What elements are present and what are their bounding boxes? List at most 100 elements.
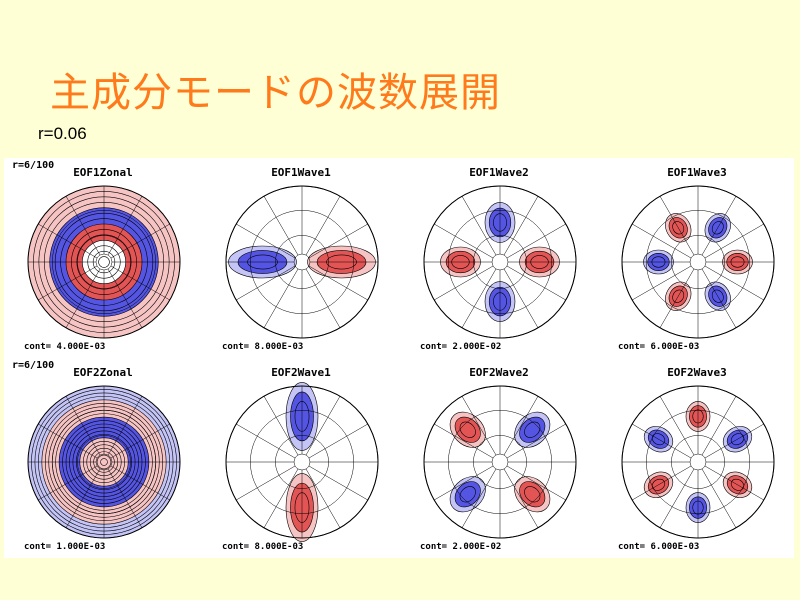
contour-interval: cont= 2.000E-02: [420, 542, 502, 552]
grid-spoke: [38, 223, 98, 259]
grid-spoke: [659, 268, 695, 328]
polar-plot: [225, 382, 379, 542]
contour-interval: cont= 4.000E-03: [24, 342, 106, 352]
grid-spoke: [506, 465, 566, 501]
plot-content: [27, 385, 181, 539]
grid-circle: [275, 235, 329, 289]
plot-content: [27, 185, 181, 339]
panel-title: EOF2Zonal: [73, 366, 133, 379]
plot-content: [621, 385, 775, 539]
grid-center: [689, 253, 707, 271]
grid-spoke: [305, 268, 341, 328]
grid-spoke: [305, 396, 341, 456]
grid-circle: [52, 410, 156, 514]
grid-spoke: [434, 423, 494, 459]
outer-boundary: [423, 385, 577, 539]
grid-spoke: [659, 196, 695, 256]
grid-circle: [671, 435, 725, 489]
grid-center: [95, 453, 113, 471]
grid-spoke: [263, 196, 299, 256]
plot-content: [423, 385, 577, 539]
grid-spoke: [236, 465, 296, 501]
grid-spoke: [503, 396, 539, 456]
grid-spoke: [236, 423, 296, 459]
grid-spoke: [65, 396, 101, 456]
grid-center: [491, 253, 509, 271]
grid-spoke: [263, 396, 299, 456]
panel-eof2-wave1: EOF2Wave1 cont= 8.000E-03: [202, 358, 400, 558]
plot-content: [225, 185, 379, 339]
contour-interval: cont= 8.000E-03: [222, 542, 304, 552]
grid-spoke: [308, 223, 368, 259]
grid-circle: [473, 435, 527, 489]
grid-circle: [646, 210, 750, 314]
grid-spoke: [434, 465, 494, 501]
panel-title: EOF1Wave3: [667, 166, 727, 179]
contour-ring: [100, 458, 108, 466]
grid-circle: [671, 235, 725, 289]
grid-spoke: [659, 396, 695, 456]
positive-anomaly: [524, 486, 541, 503]
grid-spoke: [65, 268, 101, 328]
contour-interval: cont= 8.000E-03: [222, 342, 304, 352]
plot-content: [621, 185, 775, 339]
grid-spoke: [659, 468, 695, 528]
grid-spoke: [701, 468, 737, 528]
grid-spoke: [308, 265, 368, 301]
grid-spoke: [632, 223, 692, 259]
grid-spoke: [503, 196, 539, 256]
grid-spoke: [704, 465, 764, 501]
grid-circle: [473, 235, 527, 289]
grid-spoke: [503, 468, 539, 528]
panel-title: EOF1Zonal: [73, 166, 133, 179]
contour-interval: cont= 6.000E-03: [618, 542, 700, 552]
grid-spoke: [236, 223, 296, 259]
panel-title: EOF1Wave2: [469, 166, 529, 179]
contour-ring: [98, 256, 110, 268]
row-label: r=6/100: [12, 160, 55, 171]
negative-anomaly: [459, 486, 476, 503]
grid-spoke: [434, 223, 494, 259]
grid-spoke: [110, 465, 170, 501]
polar-plot: [423, 385, 577, 539]
polar-plot: [423, 185, 577, 339]
polar-plot: [621, 385, 775, 539]
grid-spoke: [632, 265, 692, 301]
grid-circle: [646, 410, 750, 514]
outer-boundary: [621, 185, 775, 339]
grid-spoke: [308, 423, 368, 459]
panel-eof1-wave1: EOF1Wave1 cont= 8.000E-03: [202, 158, 400, 358]
grid-spoke: [236, 265, 296, 301]
panel-title: EOF1Wave1: [271, 166, 331, 179]
panel-eof1-wave3: EOF1Wave3 cont= 6.000E-03: [598, 158, 796, 358]
grid-spoke: [461, 196, 497, 256]
panel-eof2-wave2: EOF2Wave2 cont= 2.000E-02: [400, 358, 598, 558]
grid-spoke: [305, 196, 341, 256]
grid-spoke: [305, 468, 341, 528]
slide-title: 主成分モードの波数展開: [50, 70, 501, 116]
polar-plot: [225, 185, 379, 339]
panel-eof1-zonal: r=6/100 EOF1Zonal cont= 4.000E-03: [4, 158, 202, 358]
r-value-label: r=0.06: [38, 124, 87, 143]
panel-title: EOF2Wave1: [271, 366, 331, 379]
grid-spoke: [38, 465, 98, 501]
grid-spoke: [701, 396, 737, 456]
positive-anomaly: [459, 421, 476, 438]
grid-circle: [77, 435, 131, 489]
outer-boundary: [423, 185, 577, 339]
contour-interval: cont= 2.000E-02: [420, 342, 502, 352]
grid-circle: [250, 210, 354, 314]
grid-spoke: [107, 396, 143, 456]
grid-circle: [448, 210, 552, 314]
grid-circle: [275, 435, 329, 489]
contour-interval: cont= 6.000E-03: [618, 342, 700, 352]
grid-spoke: [263, 268, 299, 328]
polar-plot: [27, 185, 181, 339]
grid-spoke: [107, 268, 143, 328]
grid-spoke: [65, 468, 101, 528]
panel-eof1-wave2: EOF1Wave2 cont= 2.000E-02: [400, 158, 598, 358]
grid-spoke: [461, 268, 497, 328]
outer-boundary: [27, 185, 181, 339]
grid-spoke: [434, 265, 494, 301]
grid-spoke: [110, 223, 170, 259]
